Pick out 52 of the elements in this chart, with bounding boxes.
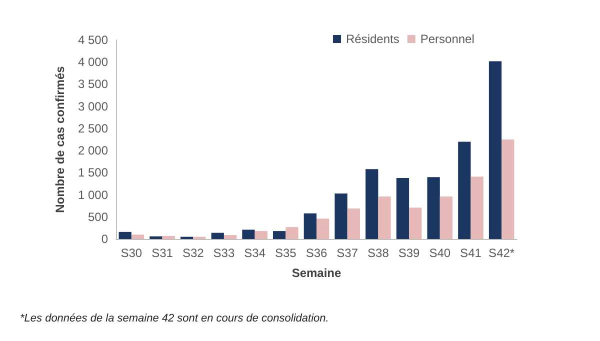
- x-axis-title: Semaine: [292, 266, 342, 280]
- y-axis-title: Nombre de cas confirmés: [53, 66, 67, 213]
- x-tick-label: S41: [460, 246, 482, 260]
- bar: [378, 196, 391, 239]
- bar: [273, 231, 286, 239]
- x-tick-label: S39: [398, 246, 420, 260]
- x-tick-label: S35: [274, 246, 297, 260]
- bar: [502, 140, 514, 239]
- x-tick-label: S32: [182, 246, 204, 260]
- x-tick-label: S34: [244, 246, 266, 260]
- x-tick-label: S40: [429, 246, 451, 260]
- bar: [316, 218, 330, 239]
- bar: [458, 142, 471, 239]
- bar: [470, 176, 484, 239]
- text: *Les données de la semaine 42 sont en cours de consolidation.: [20, 312, 329, 324]
- y-tick-label: 4 000: [78, 55, 108, 70]
- y-tick-label: 500: [88, 210, 108, 224]
- bar: [118, 232, 132, 239]
- bar: [396, 178, 410, 239]
- bar: [334, 193, 348, 239]
- y-tick-label: 0: [101, 232, 108, 246]
- bar: [409, 208, 422, 239]
- bar: [286, 227, 298, 239]
- x-tick-label: S38: [368, 246, 390, 260]
- bar: [427, 177, 440, 239]
- x-tick-label: S36: [306, 246, 328, 260]
- y-tick-label: 1 500: [78, 166, 108, 180]
- x-tick-label: S31: [152, 246, 174, 260]
- bar: [254, 231, 268, 239]
- bar: [162, 236, 175, 239]
- bar: [304, 213, 316, 239]
- y-tick-label: 4 500: [78, 33, 108, 47]
- y-tick-label: 3 500: [78, 77, 108, 92]
- bar: [242, 230, 255, 239]
- x-tick-label: S30: [120, 246, 142, 260]
- bar: [224, 235, 237, 239]
- bar: [366, 169, 378, 239]
- y-tick-label: 3 000: [78, 99, 108, 114]
- bar: [440, 196, 453, 239]
- bar: [150, 236, 162, 239]
- bar: [488, 61, 502, 239]
- y-tick-label: 1 000: [78, 188, 108, 202]
- x-tick-label: S37: [336, 246, 358, 260]
- legend-label: Personnel: [420, 32, 474, 46]
- bar: [211, 232, 224, 239]
- y-tick-label: 2 500: [78, 121, 108, 136]
- bar: [131, 234, 144, 239]
- x-tick-label: S33: [213, 246, 235, 260]
- legend-label: Résidents: [346, 32, 400, 46]
- x-tick-label: S42*: [488, 246, 515, 260]
- y-tick-label: 2 000: [78, 144, 108, 158]
- bar: [347, 208, 360, 239]
